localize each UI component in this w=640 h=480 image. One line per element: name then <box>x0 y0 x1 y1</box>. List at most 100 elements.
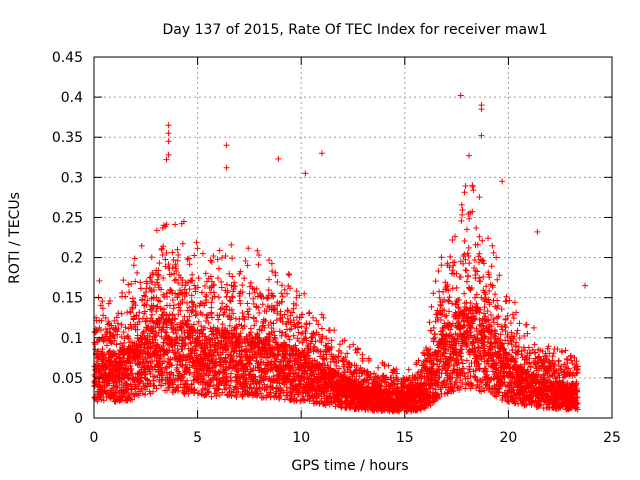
data-point <box>169 249 176 256</box>
data-point <box>141 308 148 315</box>
data-point <box>152 336 159 343</box>
data-point <box>227 382 234 389</box>
data-point <box>148 325 155 332</box>
data-point <box>287 363 294 370</box>
data-point <box>113 350 120 357</box>
data-point <box>282 348 289 355</box>
data-point <box>148 311 155 318</box>
data-point <box>225 392 232 399</box>
data-point <box>171 277 178 284</box>
data-point <box>233 394 240 401</box>
data-point <box>177 289 184 296</box>
data-point <box>453 284 460 291</box>
data-point <box>172 316 179 323</box>
data-point <box>452 233 459 240</box>
data-point <box>192 343 199 350</box>
data-point <box>106 357 113 364</box>
data-point <box>469 182 476 189</box>
data-point <box>298 330 305 337</box>
data-point <box>100 397 107 404</box>
data-point <box>127 308 134 315</box>
data-point <box>154 303 161 310</box>
data-point <box>164 324 171 331</box>
data-point <box>108 340 115 347</box>
data-point <box>286 336 293 343</box>
data-point <box>137 285 144 292</box>
data-point <box>301 290 308 297</box>
data-point <box>205 372 212 379</box>
data-point <box>292 342 299 349</box>
data-point <box>266 342 273 349</box>
data-point <box>121 339 128 346</box>
data-point <box>219 389 226 396</box>
data-point <box>210 352 217 359</box>
data-point <box>268 358 275 365</box>
data-point <box>210 282 217 289</box>
data-point <box>272 272 279 279</box>
data-point <box>175 304 182 311</box>
data-point <box>227 370 234 377</box>
data-point <box>237 268 244 275</box>
data-point <box>143 280 150 287</box>
data-point <box>274 341 281 348</box>
data-point <box>181 340 188 347</box>
data-point <box>168 271 175 278</box>
data-point <box>375 364 382 371</box>
data-point <box>133 312 140 319</box>
data-point <box>269 268 276 275</box>
data-point <box>255 252 262 259</box>
data-point <box>150 377 157 384</box>
data-point <box>296 319 303 326</box>
data-point <box>160 275 167 282</box>
data-point <box>464 278 471 285</box>
data-point <box>135 353 142 360</box>
data-point <box>293 302 300 309</box>
data-point <box>126 395 133 402</box>
data-point <box>192 288 199 295</box>
data-point <box>279 293 286 300</box>
data-point <box>187 339 194 346</box>
data-point <box>290 332 297 339</box>
data-point <box>110 372 117 379</box>
data-point <box>155 282 162 289</box>
data-point <box>458 356 465 363</box>
data-point <box>200 376 207 383</box>
data-point <box>100 338 107 345</box>
data-point <box>153 308 160 315</box>
data-point <box>191 386 198 393</box>
data-point <box>206 388 213 395</box>
data-point <box>215 275 222 282</box>
data-point <box>285 270 292 277</box>
data-point <box>268 260 275 267</box>
data-point <box>257 390 264 397</box>
data-point <box>114 331 121 338</box>
data-point <box>251 289 258 296</box>
data-point <box>211 293 218 300</box>
data-point <box>168 362 175 369</box>
data-point <box>113 314 120 321</box>
data-point <box>306 320 313 327</box>
data-point <box>227 374 234 381</box>
data-point <box>287 285 294 292</box>
data-point <box>462 182 469 189</box>
data-point <box>270 320 277 327</box>
data-point <box>184 300 191 307</box>
data-point <box>179 277 186 284</box>
data-point <box>129 298 136 305</box>
data-point <box>156 260 163 267</box>
data-point <box>122 293 129 300</box>
data-point <box>277 388 284 395</box>
data-point <box>205 319 212 326</box>
data-point <box>311 344 318 351</box>
data-point <box>246 290 253 297</box>
data-point <box>114 320 121 327</box>
data-point <box>109 351 116 358</box>
data-point <box>92 329 99 336</box>
data-point <box>139 330 146 337</box>
data-point <box>293 382 300 389</box>
data-point <box>92 378 99 385</box>
data-point <box>274 279 281 286</box>
data-point <box>180 218 187 225</box>
data-point <box>281 396 288 403</box>
data-point <box>153 304 160 311</box>
